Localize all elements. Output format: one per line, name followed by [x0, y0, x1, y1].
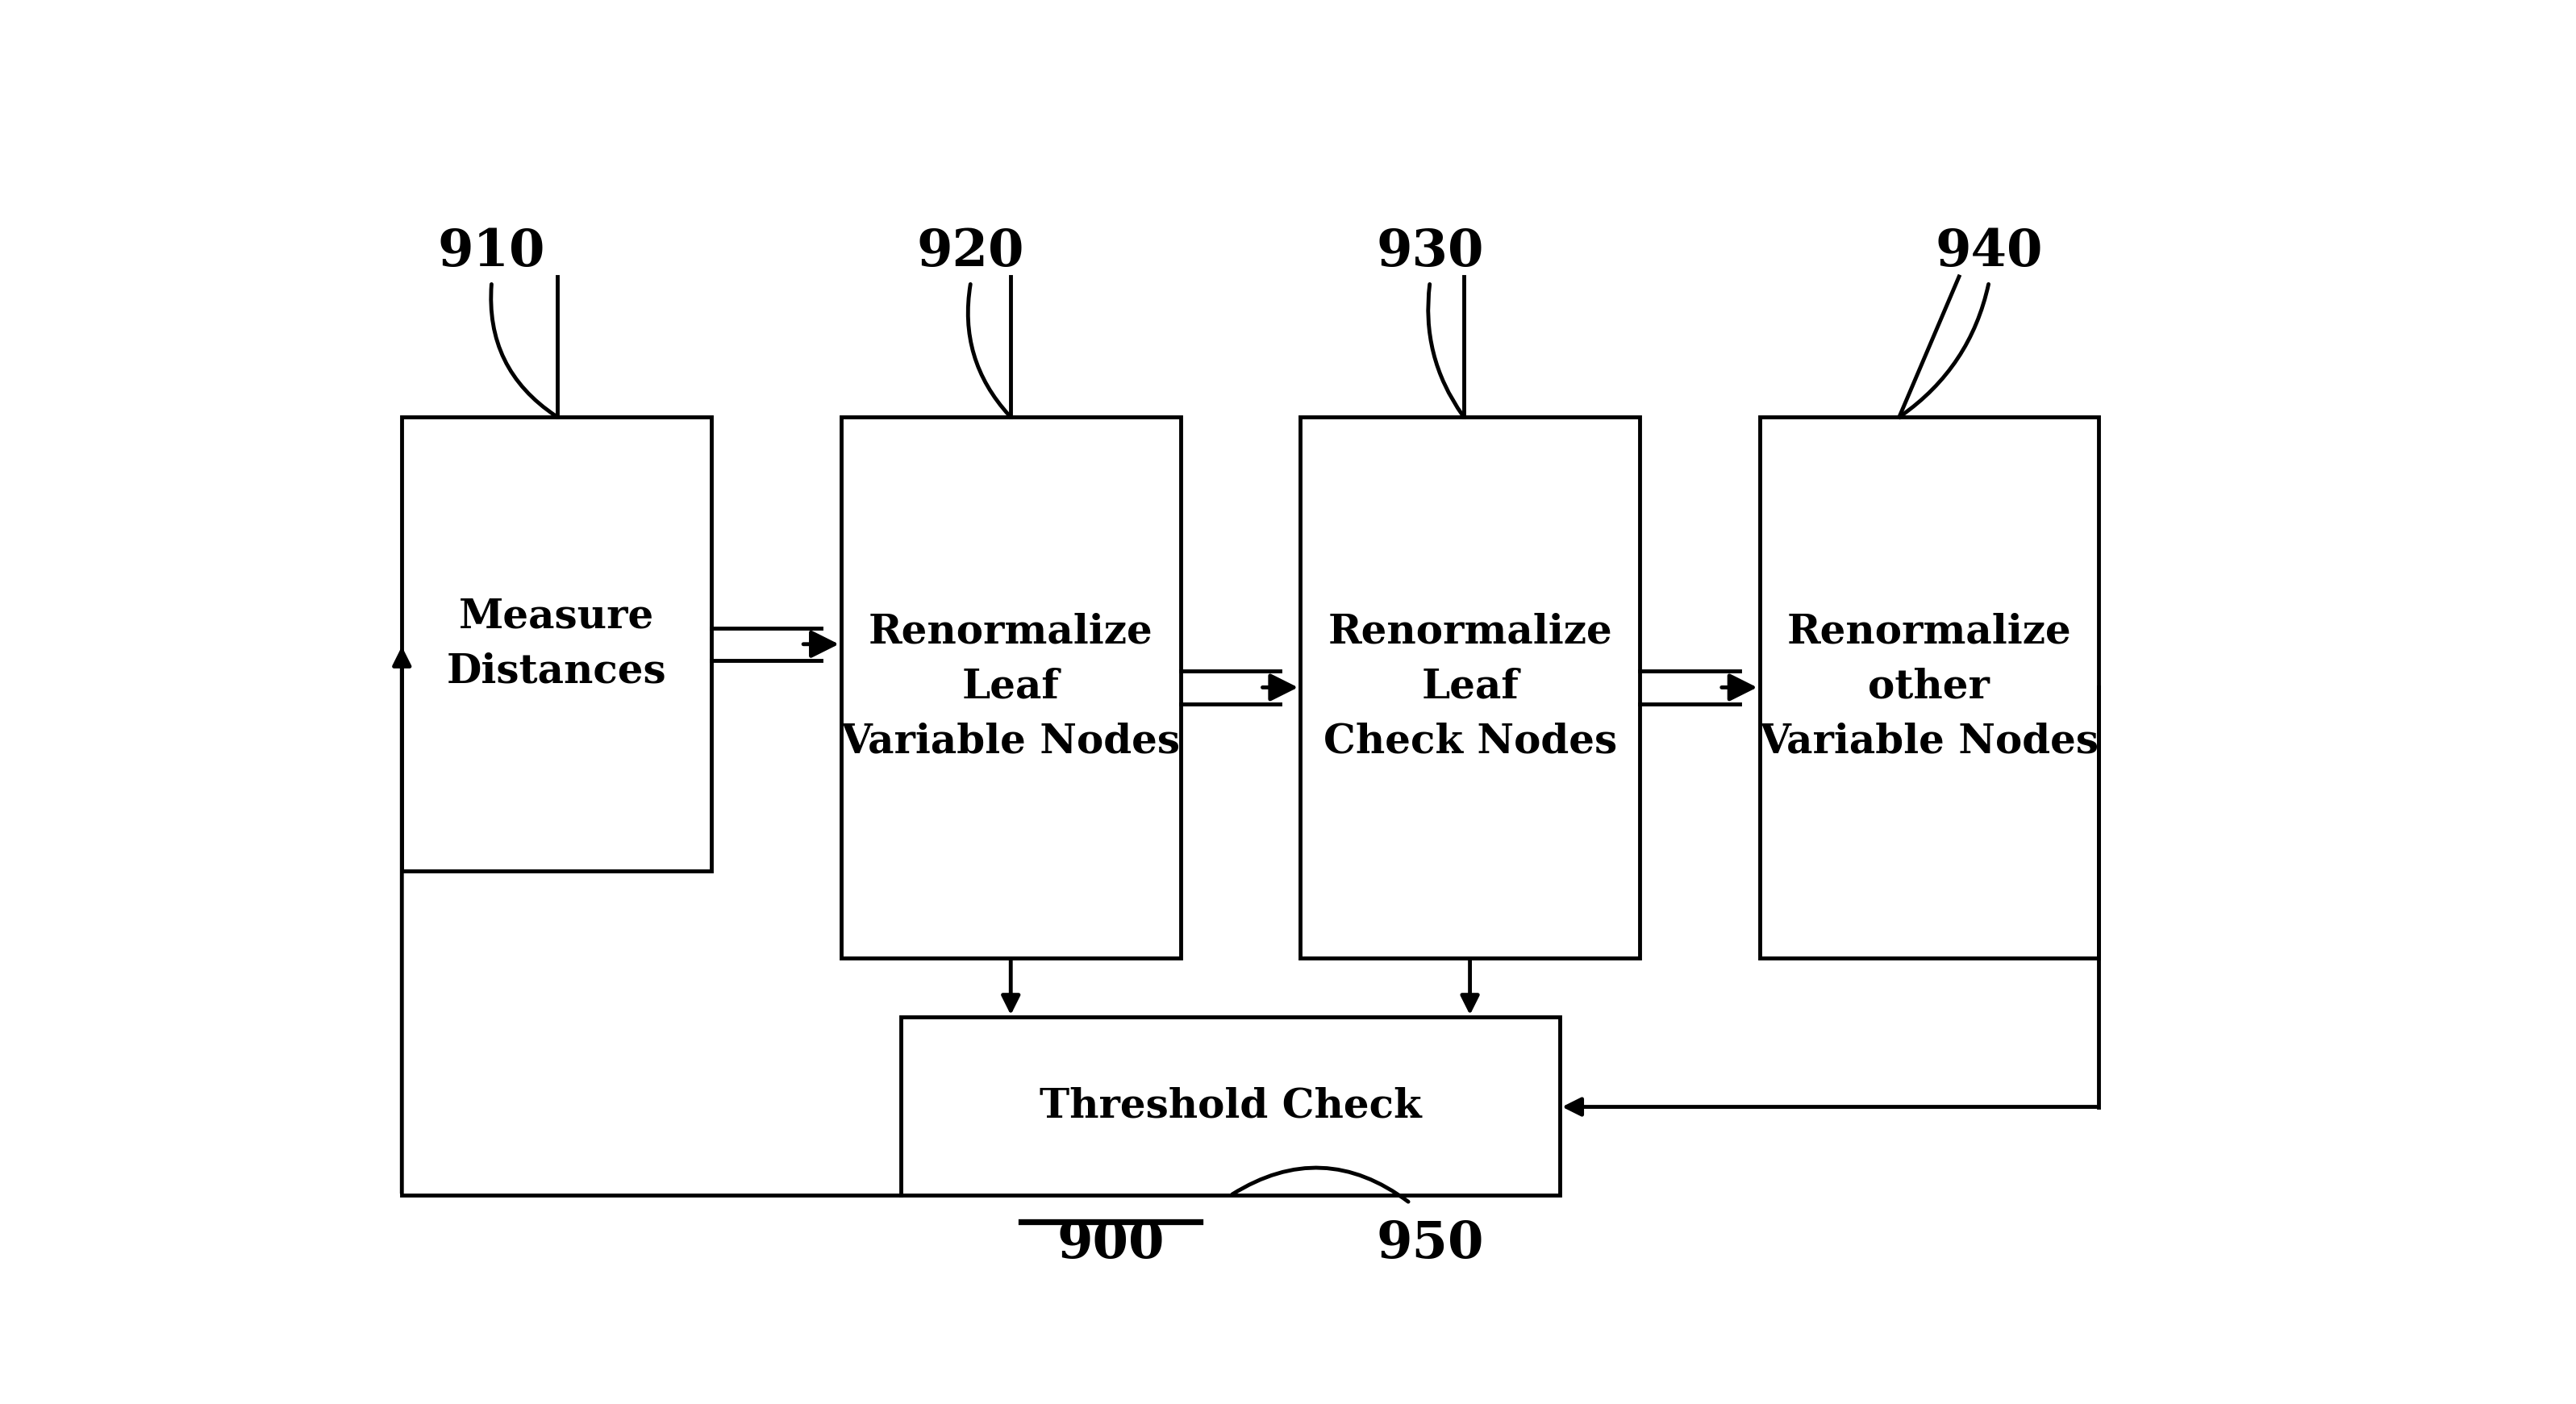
- Bar: [840, 417, 1180, 958]
- Bar: [1759, 417, 2099, 958]
- Text: 940: 940: [1935, 227, 2043, 277]
- Text: 930: 930: [1376, 227, 1484, 277]
- Text: Threshold Check: Threshold Check: [1038, 1087, 1422, 1126]
- Text: 910: 910: [438, 227, 546, 277]
- Text: 920: 920: [917, 227, 1025, 277]
- Text: 950: 950: [1376, 1219, 1484, 1268]
- Text: Renormalize
Leaf
Variable Nodes: Renormalize Leaf Variable Nodes: [840, 612, 1180, 762]
- Bar: [402, 417, 711, 870]
- Bar: [1301, 417, 1638, 958]
- Bar: [902, 1016, 1558, 1196]
- Text: Renormalize
other
Variable Nodes: Renormalize other Variable Nodes: [1759, 612, 2099, 762]
- Text: Renormalize
Leaf
Check Nodes: Renormalize Leaf Check Nodes: [1324, 612, 1618, 762]
- Text: 900: 900: [1056, 1219, 1164, 1268]
- Text: Measure
Distances: Measure Distances: [446, 597, 667, 691]
